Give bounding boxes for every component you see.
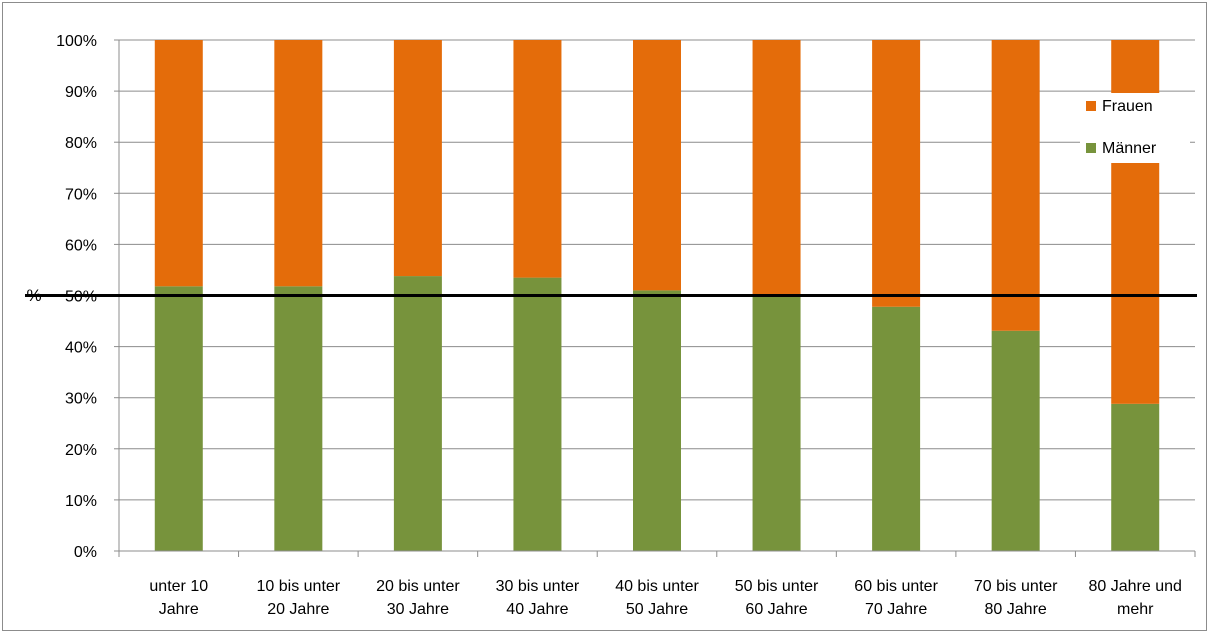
x-tick-label: 50 bis unter 60 Jahre <box>735 578 819 618</box>
y-tick-label: 0% <box>74 544 97 561</box>
legend-swatch-0 <box>1086 101 1096 111</box>
bars <box>154 40 1160 551</box>
y-tick-label: 20% <box>65 442 97 459</box>
x-tick-label: 30 bis unter 40 Jahre <box>496 578 580 618</box>
bar-frauen-4 <box>633 40 681 291</box>
bar-frauen-0 <box>154 40 203 287</box>
y-tick-label: 70% <box>65 186 97 203</box>
y-tick-label: 100% <box>56 33 97 50</box>
bar-mnner-3 <box>513 277 562 551</box>
x-tick-label: unter 10 Jahre <box>149 578 208 618</box>
legend-label-0: Frauen <box>1102 98 1153 115</box>
bar-frauen-6 <box>872 40 921 307</box>
y-tick-label: 80% <box>65 135 97 152</box>
legend-background <box>1080 93 1190 163</box>
y-tick-label: 30% <box>65 391 97 408</box>
x-tick-labels: unter 10 Jahre 10 bis unter 20 Jahre 20 bis … <box>149 578 1182 618</box>
bar-frauen-3 <box>513 40 562 278</box>
chart-svg: 0%10%20%30%40%50%60%70%80%90%100% % unte… <box>25 33 1197 618</box>
bar-mnner-7 <box>991 330 1040 551</box>
x-tick-label: 10 bis unter 20 Jahre <box>257 578 341 618</box>
bar-mnner-1 <box>274 286 323 551</box>
bar-mnner-4 <box>633 290 681 551</box>
x-tick-label: 60 bis unter 70 Jahre <box>854 578 938 618</box>
bar-frauen-7 <box>991 40 1040 331</box>
y-tick-label: 90% <box>65 84 97 101</box>
bar-frauen-5 <box>752 40 801 295</box>
bar-frauen-2 <box>393 40 442 277</box>
legend-swatch-1 <box>1086 143 1096 153</box>
y-tick-label: 40% <box>65 340 97 357</box>
legend-label-1: Männer <box>1102 140 1157 157</box>
bar-mnner-8 <box>1111 403 1160 551</box>
bar-mnner-5 <box>752 294 801 551</box>
bar-mnner-0 <box>154 286 203 551</box>
bar-mnner-2 <box>393 276 442 551</box>
x-tick-label: 20 bis unter 30 Jahre <box>376 578 460 618</box>
x-tick-label: 40 bis unter 50 Jahre <box>615 578 699 618</box>
y-tick-labels: 0%10%20%30%40%50%60%70%80%90%100% <box>56 33 97 561</box>
x-tick-label: 70 bis unter 80 Jahre <box>974 578 1058 618</box>
bar-mnner-6 <box>872 306 921 551</box>
legend: Frauen Männer <box>1080 93 1190 163</box>
y-tick-label: 60% <box>65 237 97 254</box>
x-tick-label: 80 Jahre und mehr <box>1089 578 1182 618</box>
y-tick-label: 10% <box>65 493 97 510</box>
bar-frauen-1 <box>274 40 323 287</box>
